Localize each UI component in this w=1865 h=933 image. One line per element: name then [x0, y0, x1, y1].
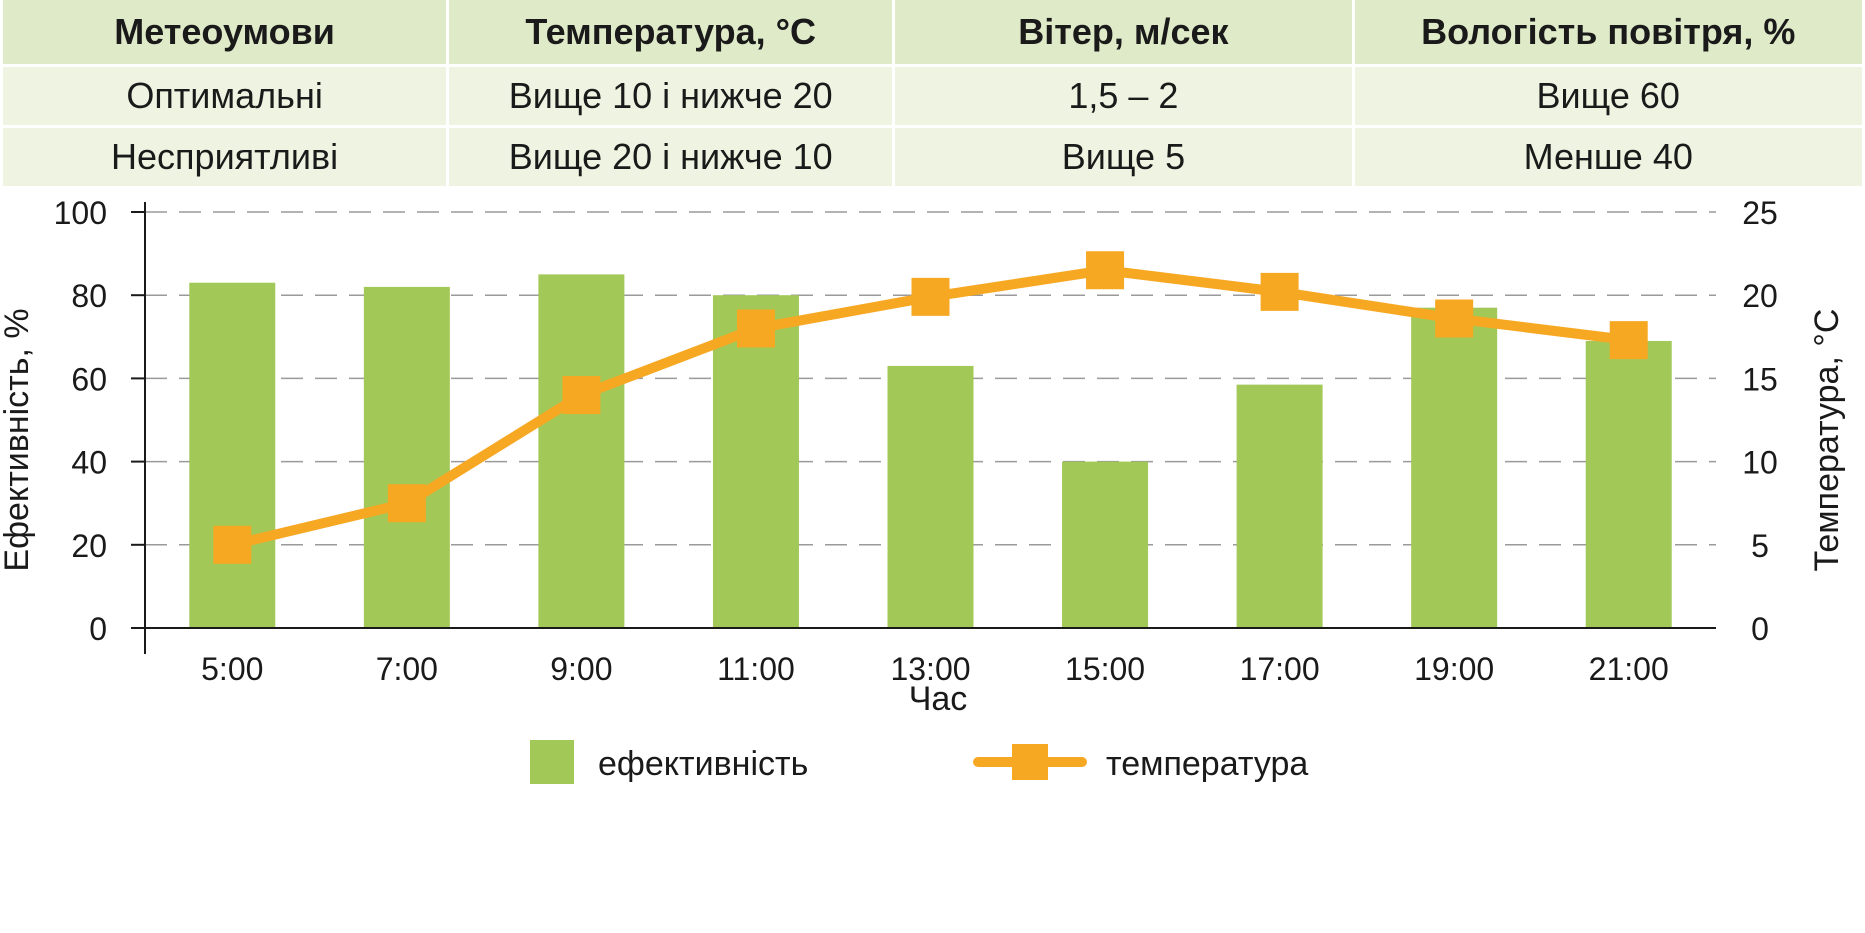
y-tick-label-left: 40: [71, 445, 107, 481]
y-tick-label-left: 80: [71, 278, 107, 314]
header-wind: Вітер, м/сек: [895, 0, 1352, 64]
y-tick-label-right: 15: [1742, 361, 1778, 397]
bar: [189, 282, 276, 628]
y-axis-right-title: Температура, °С: [1808, 309, 1846, 572]
line-point: [1086, 251, 1125, 290]
x-tick-label: 7:00: [376, 651, 438, 687]
table-row-optimal: Оптимальні Вище 10 і нижче 20 1,5 – 2 Ви…: [3, 64, 1862, 125]
x-tick-label: 15:00: [1065, 651, 1145, 687]
legend-marker-temperature: [1012, 744, 1048, 780]
header-temperature: Температура, °С: [449, 0, 893, 64]
table-cell: Вище 20 і нижче 10: [449, 125, 893, 186]
bar: [363, 286, 450, 628]
bar: [1585, 340, 1672, 628]
header-humidity: Вологість повітря, %: [1354, 0, 1862, 64]
axis-labels: Час Ефективність, % Температура, °С: [0, 308, 1846, 718]
table-cell: Оптимальні: [3, 64, 447, 125]
line-point: [562, 376, 601, 415]
table-cell: Несприятливі: [3, 125, 447, 186]
line-point: [736, 309, 775, 348]
line-point: [1609, 321, 1648, 360]
x-tick-label: 11:00: [717, 651, 795, 687]
table-cell: 1,5 – 2: [895, 64, 1352, 125]
y-tick-label-right: 20: [1742, 278, 1778, 314]
bar: [538, 274, 625, 628]
bar: [1236, 384, 1323, 628]
line-point: [1260, 272, 1299, 311]
x-tick-label: 19:00: [1414, 651, 1494, 687]
legend-label-temperature: температура: [1106, 745, 1308, 783]
y-axis-left-title: Ефективність, %: [0, 308, 36, 571]
line-point: [1435, 299, 1474, 338]
bar: [1062, 461, 1149, 628]
line-series: [213, 251, 1648, 564]
table-cell: Менше 40: [1354, 125, 1862, 186]
bar: [887, 365, 974, 628]
legend-swatch-efficiency: [530, 740, 574, 784]
table-cell: Вище 60: [1354, 64, 1862, 125]
line-point: [911, 277, 950, 316]
efficiency-temperature-chart: 0 20 40 60 80 100 0 5 10 15 20 25 5:00 7:00 9:00 11:00 1…: [0, 195, 1846, 784]
y-tick-label-left: 100: [54, 195, 107, 231]
table-header-row: Метеоумови Температура, °С Вітер, м/сек …: [3, 0, 1862, 64]
y-tick-label-right: 25: [1742, 195, 1778, 231]
header-conditions: Метеоумови: [3, 0, 447, 64]
table-cell: Вище 5: [895, 125, 1352, 186]
weather-conditions-table: Метеоумови Температура, °С Вітер, м/сек …: [0, 0, 1865, 186]
x-tick-label: 21:00: [1589, 651, 1669, 687]
axes: 0 20 40 60 80 100 0 5 10 15 20 25 5:00 7:00 9:00 11:00 1…: [54, 195, 1778, 687]
y-tick-label-left: 20: [71, 528, 107, 564]
x-tick-label: 5:00: [201, 651, 263, 687]
x-axis-title: Час: [909, 680, 968, 718]
x-tick-label: 17:00: [1240, 651, 1320, 687]
legend-label-efficiency: ефективність: [598, 745, 808, 783]
x-tick-label: 9:00: [550, 651, 612, 687]
y-tick-label-left: 60: [71, 361, 107, 397]
table-cell: Вище 10 і нижче 20: [449, 64, 893, 125]
legend: ефективність температура: [530, 740, 1308, 784]
bar: [1411, 307, 1498, 628]
y-tick-label-right: 5: [1751, 528, 1769, 564]
bar: [712, 295, 799, 628]
table-row-unfavorable: Несприятливі Вище 20 і нижче 10 Вище 5 М…: [3, 125, 1862, 186]
y-tick-label-right: 0: [1751, 611, 1769, 647]
y-tick-label-left: 0: [89, 611, 107, 647]
line-point: [213, 525, 252, 564]
line-point: [387, 484, 426, 523]
x-tick-label: 13:00: [890, 651, 970, 687]
bar-series: [189, 274, 1672, 628]
y-tick-label-right: 10: [1742, 445, 1778, 481]
